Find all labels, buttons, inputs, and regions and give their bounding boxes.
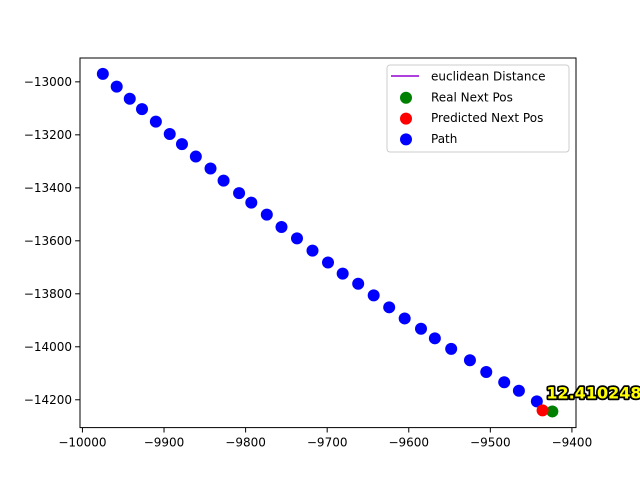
y-tick-label: −13600 bbox=[24, 234, 72, 248]
axes-frame bbox=[79, 57, 577, 429]
path-point bbox=[322, 256, 334, 269]
path-point bbox=[498, 376, 511, 389]
y-tick-label: −14200 bbox=[24, 393, 72, 407]
legend-label-predicted-next-pos: Predicted Next Pos bbox=[431, 111, 543, 125]
legend-swatch-predicted-next-pos bbox=[400, 112, 412, 125]
path-point bbox=[445, 342, 458, 355]
path-point bbox=[175, 138, 188, 151]
path-point bbox=[306, 244, 319, 257]
y-tick-label: −13400 bbox=[24, 181, 72, 195]
distance-annotation-outline: 12.410248 bbox=[546, 383, 640, 402]
path-point bbox=[415, 322, 427, 335]
y-tick-label: −13200 bbox=[24, 128, 72, 142]
x-tick-label: −10000 bbox=[58, 436, 106, 450]
legend-label-real-next-pos: Real Next Pos bbox=[431, 90, 513, 104]
path-point bbox=[352, 277, 365, 290]
path-point bbox=[204, 162, 217, 175]
path-point bbox=[245, 196, 258, 209]
distance-annotation: 12.410248 bbox=[546, 383, 640, 402]
x-tick-label: −9400 bbox=[552, 436, 593, 450]
legend-label-euclidean-distance: euclidean Distance bbox=[431, 70, 546, 84]
real-next-pos-point bbox=[546, 405, 559, 418]
path-point bbox=[110, 80, 123, 93]
x-axis: −10000 −9900 −9800 −9700 −9600 −9500 −9400 bbox=[58, 427, 593, 450]
path-point bbox=[189, 150, 202, 163]
y-tick-label: −13000 bbox=[24, 75, 72, 89]
y-tick-label: −14000 bbox=[24, 340, 72, 354]
path-point bbox=[260, 208, 273, 221]
path-point bbox=[512, 384, 525, 397]
path-point bbox=[463, 354, 476, 367]
x-tick-label: −9700 bbox=[307, 436, 348, 450]
path-point bbox=[275, 221, 288, 234]
legend-box bbox=[386, 64, 570, 153]
x-tick-label: −9900 bbox=[144, 436, 185, 450]
legend-label-path: Path bbox=[431, 132, 457, 146]
legend: euclidean Distance Real Next Pos Predicted… bbox=[386, 64, 570, 153]
legend-swatch-real-next-pos bbox=[400, 91, 412, 104]
legend-swatch-path bbox=[400, 133, 412, 146]
path-point bbox=[136, 103, 148, 116]
plot-area bbox=[96, 67, 559, 418]
path-point bbox=[336, 267, 349, 280]
path-point bbox=[367, 289, 380, 302]
x-tick-label: −9500 bbox=[470, 436, 511, 450]
path-point bbox=[233, 187, 246, 200]
path-point bbox=[123, 92, 136, 105]
path-point bbox=[530, 395, 543, 408]
path-point bbox=[480, 365, 493, 378]
y-tick-label: −13800 bbox=[24, 287, 72, 301]
path-point bbox=[149, 115, 162, 128]
path-point bbox=[163, 128, 176, 141]
path-point bbox=[428, 332, 441, 345]
path-point bbox=[96, 67, 109, 80]
y-axis: −13000 −13200 −13400 −13600 −13800 −14000 −142… bbox=[24, 75, 80, 407]
x-tick-label: −9800 bbox=[225, 436, 266, 450]
path-point bbox=[217, 174, 230, 187]
x-tick-label: −9600 bbox=[388, 436, 429, 450]
path-point bbox=[383, 301, 396, 314]
path-point bbox=[291, 232, 303, 245]
predicted-next-pos-point bbox=[536, 404, 549, 417]
path-point bbox=[398, 312, 411, 325]
